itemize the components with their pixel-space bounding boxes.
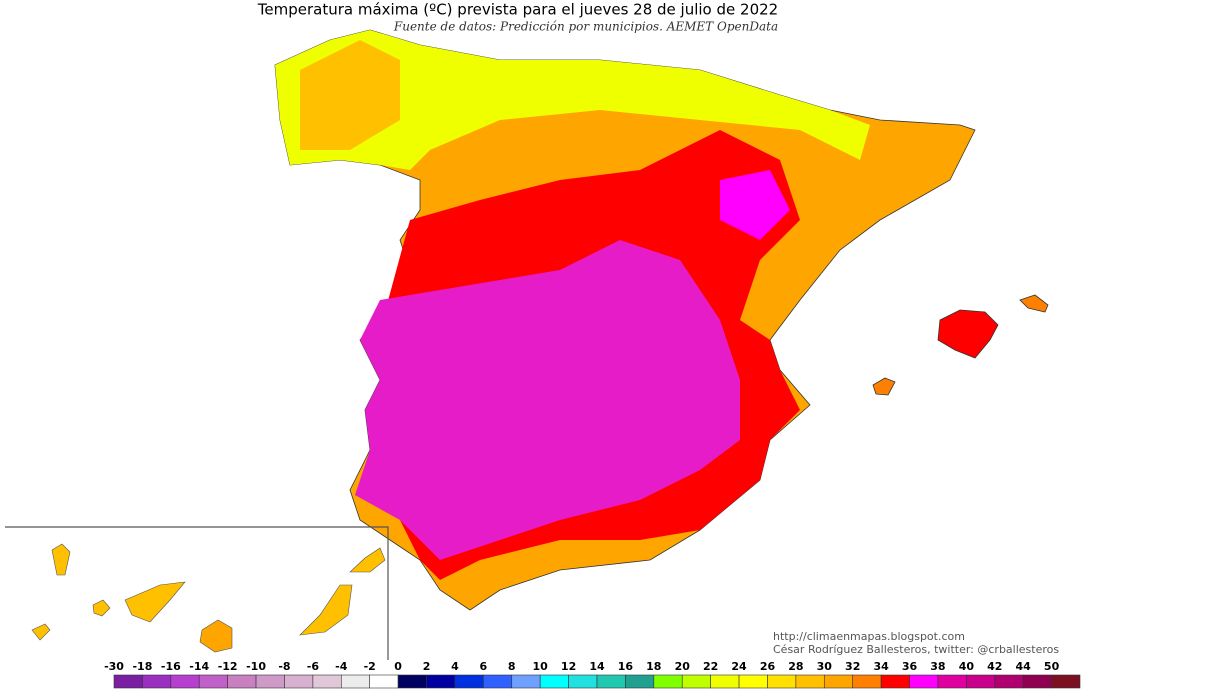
legend-label: 36 [902,660,918,673]
legend-swatch [937,674,967,689]
legend-label: -18 [132,660,152,673]
legend-label: -12 [218,660,238,673]
legend-label: 34 [873,660,889,673]
legend-label: -2 [364,660,376,673]
subtitle: Fuente de datos: Predicción por municipi… [393,20,778,34]
legend-swatch [710,674,740,689]
legend-swatch [1022,674,1052,689]
legend-label: -16 [161,660,181,673]
legend-label: 32 [845,660,860,673]
canary-inset [5,526,389,660]
legend-label: 38 [930,660,945,673]
legend-swatch [227,674,257,689]
legend-label: 20 [675,660,691,673]
legend-label: 42 [987,660,1002,673]
legend-swatch [681,674,711,689]
legend-label: 50 [1044,660,1060,673]
legend-swatch [1051,674,1081,689]
legend-label: 14 [589,660,605,673]
legend-label: -14 [189,660,209,673]
spain-map [274,29,1049,611]
legend-swatch [255,674,285,689]
legend-swatch [312,674,342,689]
legend-label: -4 [335,660,348,673]
legend-swatch [823,674,854,689]
legend-swatch [539,674,569,689]
legend-swatch [170,674,200,689]
credit-author: César Rodríguez Ballesteros, twitter: @c… [773,643,1059,656]
legend-swatch [426,674,456,689]
legend-label: 44 [1016,660,1032,673]
legend-swatch [767,674,797,689]
legend-swatch [880,674,910,689]
legend-swatch [113,674,143,689]
legend-label: 16 [618,660,634,673]
legend-label: 18 [646,660,661,673]
legend-swatch [369,674,399,689]
legend-swatch [483,674,513,689]
legend-label: 26 [760,660,776,673]
legend-label: -10 [246,660,266,673]
title: Temperatura máxima (ºC) prevista para el… [257,1,778,19]
legend-label: 30 [817,660,833,673]
legend-label: 0 [394,660,402,673]
legend-swatch [909,674,939,689]
legend-label: 12 [561,660,576,673]
legend-label: 28 [788,660,803,673]
legend-swatch [596,674,626,689]
legend-label: 40 [959,660,975,673]
legend-swatch [340,674,371,689]
legend-swatch [966,674,996,689]
legend-swatch [198,674,228,689]
legend-swatch [454,674,484,689]
legend-swatch [852,674,882,689]
legend-swatch [994,674,1024,689]
legend-label: 4 [451,660,459,673]
legend-swatch [397,674,427,689]
legend-swatch [142,674,172,689]
legend-label: -6 [307,660,320,673]
legend-swatch [653,674,683,689]
legend: -30 -18 -16 -14 -12 -10 -8 -6 -4 -2 0 2 4 6 8 10 12 14 16 1… [104,660,1081,689]
legend-swatch [795,674,825,689]
legend-label: 6 [480,660,488,673]
legend-label: 10 [533,660,549,673]
legend-label: -30 [104,660,124,673]
legend-swatch [568,674,598,689]
legend-swatch [511,674,541,689]
legend-label: 22 [703,660,718,673]
legend-swatch [284,674,314,689]
legend-label: 2 [423,660,431,673]
legend-label: 8 [508,660,516,673]
legend-swatch [625,674,655,689]
legend-swatch [738,674,768,689]
legend-label: 24 [731,660,747,673]
legend-label: -8 [278,660,290,673]
credit-url: http://climaenmapas.blogspot.com [773,630,965,643]
